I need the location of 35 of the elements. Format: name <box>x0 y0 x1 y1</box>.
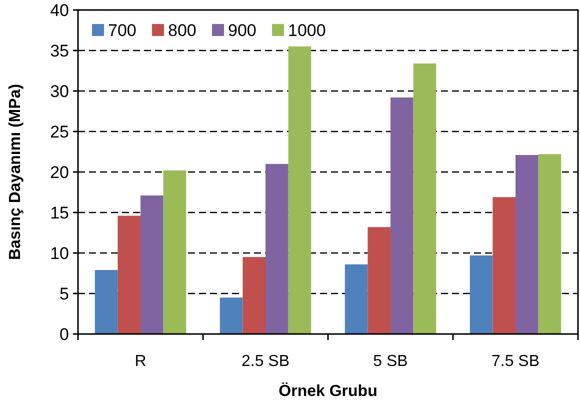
x-tick-label: 5 SB <box>373 353 408 370</box>
y-tick-label: 25 <box>50 122 69 142</box>
bar <box>220 298 243 334</box>
y-tick-label: 5 <box>60 284 69 304</box>
bar <box>390 97 414 334</box>
y-tick-label: 10 <box>50 244 69 263</box>
x-tick-label: R <box>134 353 146 370</box>
y-tick-label: 40 <box>50 0 69 20</box>
y-tick-label: 30 <box>50 82 69 101</box>
y-tick-label: 0 <box>60 324 69 344</box>
bar <box>140 195 164 334</box>
bar <box>118 216 140 334</box>
legend-label: 800 <box>168 20 196 40</box>
bar <box>288 46 312 334</box>
legend-label: 1000 <box>288 20 326 40</box>
x-tick-label: 2.5 SB <box>241 353 290 370</box>
bar <box>242 257 266 334</box>
legend-label: 700 <box>108 20 136 40</box>
y-axis-title: Basınç Dayanımı (MPa) <box>7 84 24 260</box>
x-tick-label: 7.5 SB <box>491 353 540 370</box>
bar <box>163 170 186 334</box>
legend-label: 900 <box>228 20 256 40</box>
bar <box>516 154 538 334</box>
bar <box>266 164 288 334</box>
y-tick-label: 35 <box>50 41 69 60</box>
bar <box>94 270 118 334</box>
y-tick-label: 15 <box>50 203 69 222</box>
x-axis-title: Örnek Grubu <box>278 382 378 400</box>
bar <box>344 264 368 334</box>
bar <box>413 63 436 334</box>
y-tick-label: 20 <box>50 162 69 182</box>
bar <box>470 255 493 334</box>
bar <box>368 227 390 334</box>
bar <box>538 154 562 334</box>
bar <box>492 197 516 334</box>
